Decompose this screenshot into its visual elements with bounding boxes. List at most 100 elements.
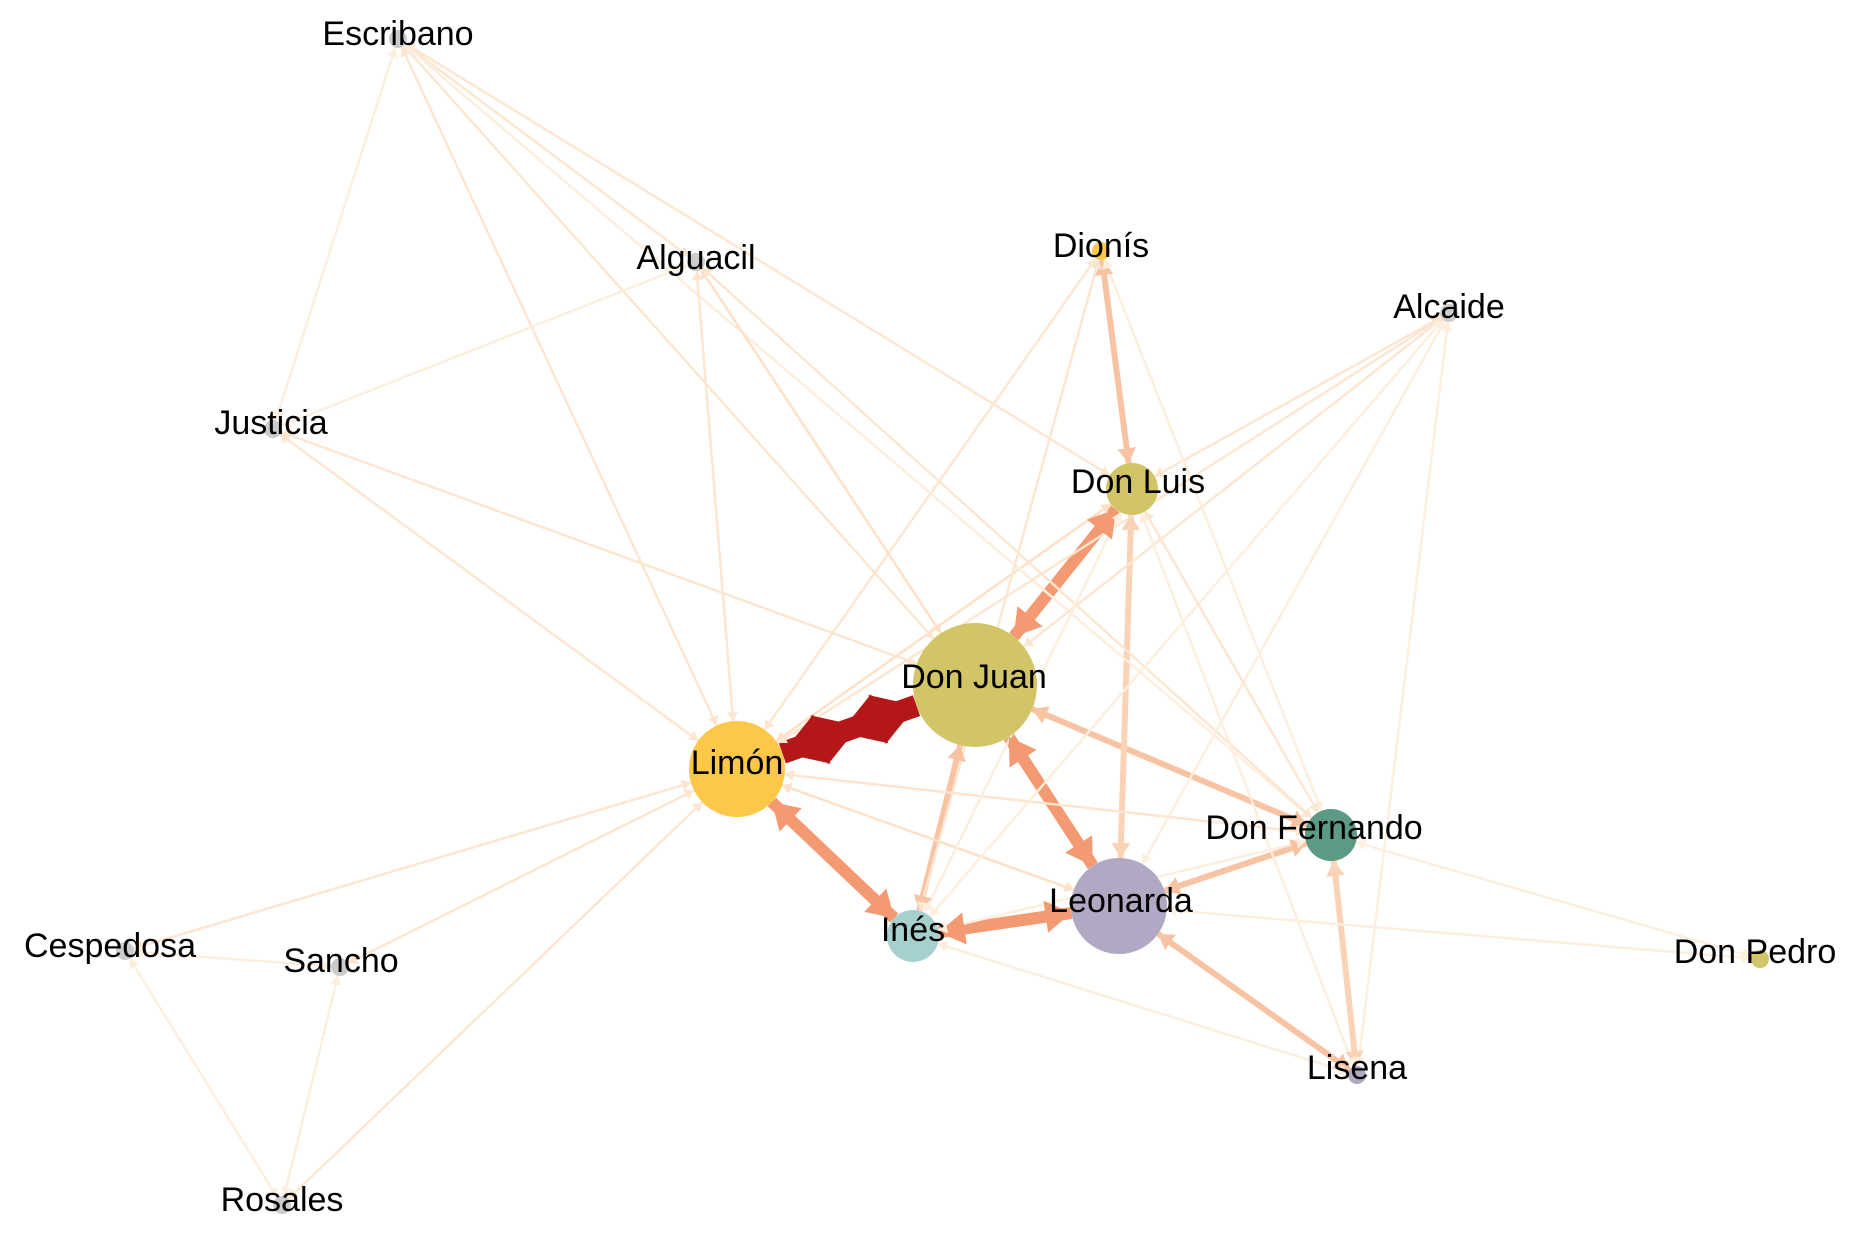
node-limon	[689, 721, 785, 817]
edge-donjuan-donfernando	[1030, 706, 1309, 828]
node-sancho	[331, 958, 349, 976]
edge-justicia-donjuan	[281, 430, 918, 665]
arrowhead-justicia-limon-to	[687, 730, 699, 741]
arrowhead-alguacil-limon-from	[691, 270, 704, 281]
node-label-lisena: Lisena	[1307, 1049, 1407, 1087]
edge-dionis-donfernando	[1103, 258, 1323, 812]
arrowhead-limon-donjuan-mid-b	[839, 694, 889, 744]
arrowhead-alguacil-donfernando-to	[1301, 807, 1312, 818]
node-alcaide	[1440, 304, 1458, 322]
edge-escribano-donfernando	[404, 43, 1312, 820]
node-label-justicia: Justicia	[214, 404, 327, 442]
arrowhead-alguacil-donfernando-from	[702, 268, 714, 279]
arrowhead-dionis-donfernando-from	[1102, 259, 1113, 270]
arrowhead-justicia-donjuan-to	[906, 655, 917, 666]
arrowhead-sancho-rosales-to	[280, 1186, 292, 1197]
node-lisena	[1348, 1066, 1366, 1084]
arrowhead-alcaide-ines-to	[929, 905, 941, 917]
arrowhead-donluis-donfernando-to	[1308, 801, 1319, 813]
edge-alguacil-donfernando	[701, 267, 1313, 819]
arrowhead-alcaide-limon-to	[777, 733, 789, 744]
edge-sancho-rosales	[282, 975, 340, 1197]
edge-alguacil-donjuan	[699, 268, 942, 634]
arrowhead-donfernando-lisena-from	[1326, 860, 1345, 877]
arrowhead-escribano-justicia-from	[387, 47, 398, 58]
arrowhead-escribano-alguacil-to	[678, 246, 689, 257]
edge-donluis-donfernando	[1143, 510, 1320, 814]
arrowhead-dionis-donluis-to	[1117, 447, 1136, 464]
node-label-cespedosa: Cespedosa	[24, 927, 196, 965]
node-label-sancho: Sancho	[283, 942, 398, 980]
arrowhead-alguacil-justicia-to	[281, 417, 292, 428]
arrowhead-escribano-donluis-to	[1099, 465, 1110, 476]
arrowhead-leonarda-lisena-from	[1158, 933, 1176, 951]
arrowhead-escribano-limon-to	[707, 714, 719, 726]
edge-alguacil-justicia	[280, 264, 689, 427]
edge-alcaide-donjuan	[1023, 317, 1443, 648]
arrowhead-leonarda-lisena-to	[1332, 1053, 1350, 1070]
node-label-rosales: Rosales	[221, 1181, 344, 1219]
arrowhead-alcaide-lisena-from	[1441, 321, 1453, 332]
arrowhead-ines-donfernando-from	[938, 922, 949, 934]
edge-escribano-alguacil	[404, 43, 690, 258]
arrowhead-donluis-ines-to	[923, 902, 934, 913]
edge-limon-donfernando	[784, 773, 1306, 834]
arrowhead-escribano-justicia-to	[273, 410, 284, 421]
edge-cespedosa-limon	[133, 781, 692, 950]
arrowhead-limon-donfernando-to	[1295, 825, 1306, 837]
arrowhead-donjuan-leonarda-from	[1008, 736, 1037, 768]
arrowhead-leonarda-donfernando-from	[1164, 877, 1182, 895]
arrowhead-donjuan-donluis-from	[1013, 606, 1043, 637]
node-label-dionis: Dionís	[1053, 227, 1149, 265]
arrowhead-donluis-lisena-to	[1345, 1056, 1356, 1067]
edge-alcaide-donluis	[1154, 316, 1442, 478]
arrowhead-cespedosa-limon-to	[680, 779, 691, 791]
arrowhead-cespedosa-sancho-to	[321, 960, 332, 972]
edge-leonarda-donfernando	[1163, 840, 1308, 894]
nodes-layer	[116, 30, 1769, 1214]
node-label-donjuan: Don Juan	[901, 658, 1047, 696]
node-label-alguacil: Alguacil	[636, 239, 755, 277]
edge-justicia-limon	[279, 433, 699, 742]
arrowhead-alcaide-lisena-to	[1353, 1056, 1365, 1067]
arrowhead-alcaide-leonarda-to	[1141, 853, 1152, 865]
arrowhead-rosales-limon-from	[288, 1188, 299, 1199]
node-donpedro	[1751, 950, 1769, 968]
arrowhead-escribano-donjuan-to	[923, 628, 934, 639]
arrowhead-limon-donfernando-from	[784, 769, 795, 781]
edge-escribano-donluis	[405, 42, 1111, 477]
arrowhead-donfernando-donpedro-from	[1355, 839, 1367, 851]
node-label-limon: Limón	[691, 744, 784, 782]
node-label-alcaide: Alcaide	[1393, 288, 1505, 326]
edge-rosales-limon	[287, 801, 704, 1200]
arrowhead-dionis-ines-from	[1090, 259, 1102, 270]
arrowhead-alguacil-donjuan-to	[931, 622, 941, 634]
arrowhead-donluis-leonarda-from	[1121, 514, 1141, 531]
node-donjuan	[913, 623, 1037, 747]
edge-escribano-limon	[400, 46, 718, 726]
arrowhead-donjuan-donfernando-to	[1289, 810, 1308, 828]
edge-leonarda-lisena	[1156, 931, 1352, 1073]
arrowhead-donjuan-ines-from	[947, 745, 966, 762]
arrowhead-sancho-limon-to	[683, 789, 695, 800]
edges-layer	[128, 42, 1752, 1200]
arrowhead-limon-donjuan-to	[868, 695, 917, 745]
arrowhead-donluis-leonarda-to	[1111, 842, 1131, 859]
edge-sancho-limon	[347, 789, 695, 965]
node-rosales	[273, 1196, 291, 1214]
arrowhead-donjuan-leonarda-to	[1065, 835, 1093, 866]
node-donfernando	[1305, 809, 1357, 861]
node-leonarda	[1071, 858, 1167, 954]
edge-escribano-donjuan	[403, 44, 935, 640]
arrowhead-cespedosa-rosales-to	[267, 1186, 278, 1198]
arrowhead-alguacil-justicia-from	[677, 263, 688, 274]
edge-donfernando-lisena	[1330, 860, 1360, 1067]
node-escribano	[389, 30, 407, 48]
arrowhead-justicia-donjuan-from	[281, 429, 292, 441]
edge-donluis-lisena	[1140, 512, 1355, 1068]
arrowhead-donjuan-donfernando-from	[1032, 706, 1050, 724]
arrowhead-rosales-limon-to	[691, 802, 703, 813]
arrowhead-leonarda-donpedro-to	[1741, 951, 1752, 964]
